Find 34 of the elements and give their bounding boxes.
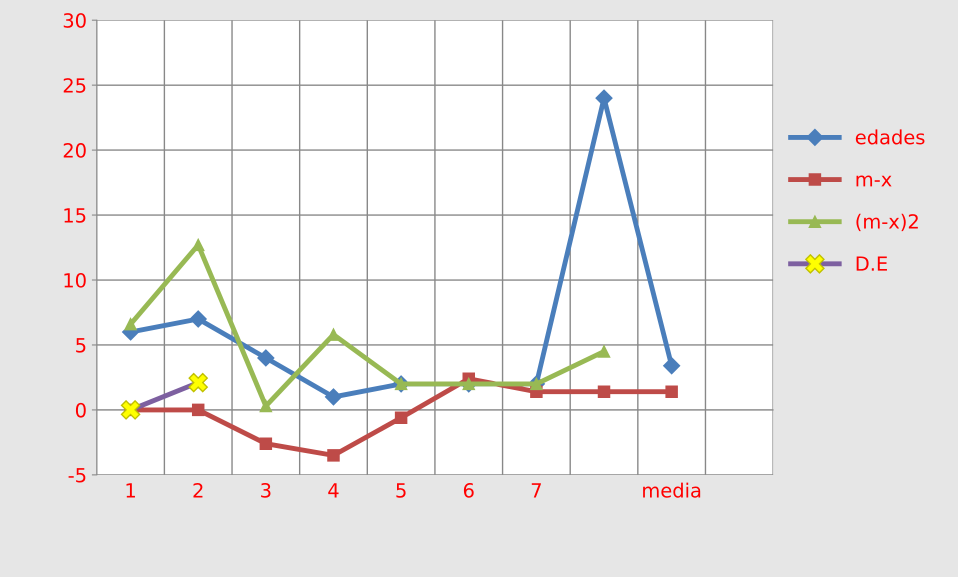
x-tick-label: 3 xyxy=(261,483,270,498)
x-tick-label: 4 xyxy=(328,483,339,498)
point xyxy=(124,318,137,330)
legend-label: m-x xyxy=(856,175,892,186)
point xyxy=(260,437,272,450)
point xyxy=(327,449,340,462)
legend-label: edades xyxy=(856,129,924,144)
point xyxy=(394,411,408,424)
point xyxy=(190,310,207,328)
y-tick-label: 15 xyxy=(64,208,86,223)
x-tick-label: 5 xyxy=(396,483,406,498)
y-tick-label: 5 xyxy=(76,338,86,353)
x-tick-label: media xyxy=(643,482,700,498)
point xyxy=(598,345,610,358)
y-tick-label: 30 xyxy=(64,13,86,28)
y-tick-label: 25 xyxy=(64,78,86,93)
x-tick-label: 6 xyxy=(464,483,474,498)
legend-label: (m-x)2 xyxy=(856,214,918,232)
point xyxy=(260,400,272,412)
point xyxy=(598,385,610,398)
point xyxy=(665,385,678,398)
point xyxy=(663,357,680,374)
y-tick-label: 10 xyxy=(64,272,86,288)
y-tick-label: 0 xyxy=(76,402,86,418)
y-tick-label: -5 xyxy=(68,468,86,483)
y-tick-label: 20 xyxy=(64,143,86,158)
x-tick-label: 2 xyxy=(193,483,202,498)
point xyxy=(324,388,342,406)
x-tick-label: 1 xyxy=(126,483,135,498)
legend-label: D.E xyxy=(856,256,887,271)
x-tick-label: 7 xyxy=(532,483,541,498)
point xyxy=(192,404,204,416)
point xyxy=(257,349,274,367)
point xyxy=(462,378,475,390)
